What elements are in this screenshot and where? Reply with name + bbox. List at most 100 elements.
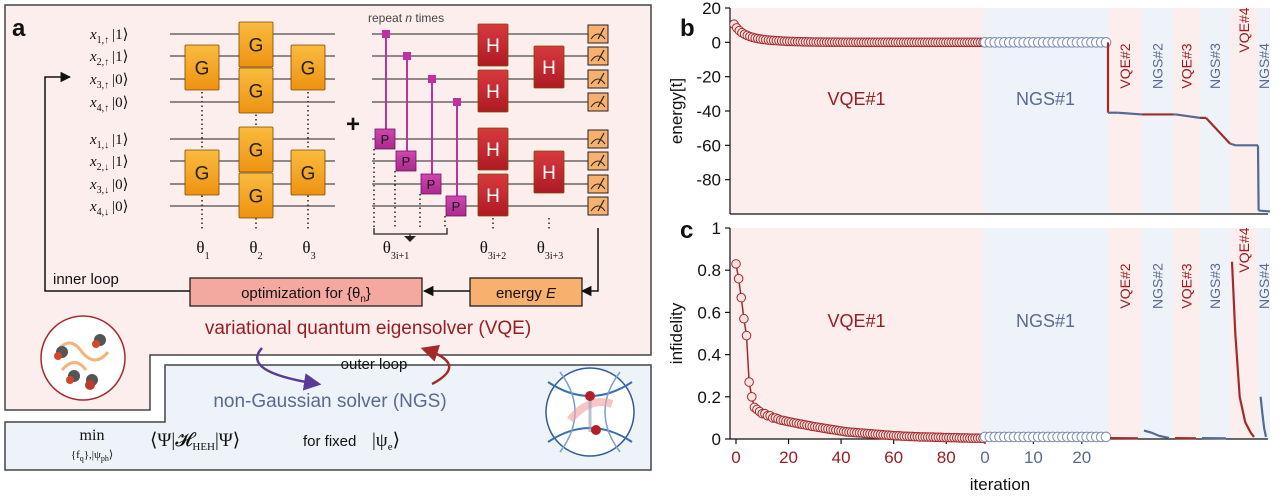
panel-label-a: a xyxy=(12,15,26,42)
segment-band xyxy=(1142,228,1173,439)
segment-label: VQE#4 xyxy=(1236,227,1252,272)
gate-h-label: H xyxy=(486,186,500,207)
ngs-title: non-Gaussian solver (NGS) xyxy=(213,391,446,412)
x-tick-label: 20 xyxy=(779,448,798,467)
outer-loop-label: outer loop xyxy=(341,356,408,373)
energy-line-segment xyxy=(1258,145,1259,210)
y-tick-label: 0.2 xyxy=(697,388,721,407)
y-tick-label: -40 xyxy=(696,102,721,121)
vqe1-point xyxy=(742,331,751,340)
y-tick-label: -20 xyxy=(696,68,721,87)
y-tick-label: 0 xyxy=(712,430,721,449)
ngs1-point xyxy=(1101,38,1111,48)
molecule-icon xyxy=(41,316,125,400)
x-tick-label: 0 xyxy=(731,448,740,467)
control-dot xyxy=(453,98,461,106)
vqe1-point xyxy=(732,260,741,269)
repeat-label: repeat n times xyxy=(368,11,444,25)
gate-g-label: G xyxy=(249,187,264,208)
segment-band xyxy=(730,228,983,439)
ngs1-point xyxy=(1101,432,1111,442)
segment-band xyxy=(1173,8,1200,214)
segment-label: NGS#3 xyxy=(1207,43,1223,89)
gate-p-label: P xyxy=(402,154,411,169)
segment-label: NGS#3 xyxy=(1207,263,1223,309)
segment-label: VQE#1 xyxy=(827,89,885,109)
y-tick-label: 0 xyxy=(712,33,721,52)
gate-g-label: G xyxy=(249,82,264,103)
x-tick-label: 20 xyxy=(1072,448,1091,467)
y-tick-label: -80 xyxy=(696,171,721,190)
segment-label: NGS#1 xyxy=(1016,89,1075,109)
gate-h-label: H xyxy=(486,82,500,103)
for-fixed-label: for fixed xyxy=(303,433,356,450)
segment-label: VQE#1 xyxy=(827,311,885,331)
gate-g-label: G xyxy=(249,141,264,162)
energy-label: energy E xyxy=(496,285,557,302)
y-tick-label: -60 xyxy=(696,136,721,155)
segment-band xyxy=(1258,228,1270,439)
inner-loop-label: inner loop xyxy=(53,271,119,288)
segment-band xyxy=(983,228,1108,439)
y-tick-label: 20 xyxy=(702,0,721,18)
segment-band xyxy=(1173,228,1200,439)
vqe1-point xyxy=(734,274,743,283)
x-tick-label: 60 xyxy=(884,448,903,467)
gate-g-label: G xyxy=(301,164,316,185)
y-tick-label: 0.8 xyxy=(697,261,721,280)
gate-g-label: G xyxy=(301,59,316,80)
gate-g-label: G xyxy=(249,36,264,57)
x-axis-label: iteration xyxy=(970,475,1030,494)
infidelity-chart-segments xyxy=(730,228,1270,439)
gate-h-label: H xyxy=(486,140,500,161)
energy-line-segment xyxy=(1259,211,1270,212)
vqe1-point xyxy=(747,393,756,402)
control-dot xyxy=(428,75,436,83)
min-operator: min xyxy=(80,427,105,444)
y-tick-label: 1 xyxy=(712,219,721,238)
y-axis-label: energy[t] xyxy=(667,78,686,144)
y-tick-label: 0.6 xyxy=(697,303,721,322)
segment-band xyxy=(1200,8,1230,214)
segment-label: VQE#2 xyxy=(1117,263,1133,308)
trapped-ion-icon xyxy=(546,368,634,456)
y-axis-label: infidelity xyxy=(667,302,686,364)
x-tick-label: 80 xyxy=(937,448,956,467)
gate-p-label: P xyxy=(381,132,390,147)
segment-label: NGS#2 xyxy=(1150,43,1166,89)
gate-p-label: P xyxy=(427,177,436,192)
segment-label: NGS#4 xyxy=(1256,263,1272,309)
segment-label: VQE#4 xyxy=(1236,7,1252,52)
gate-h-label: H xyxy=(486,36,500,57)
panel-label-b: b xyxy=(680,15,695,42)
control-dot xyxy=(403,52,411,60)
vqe1-point xyxy=(745,378,754,387)
gate-h-label: H xyxy=(542,163,556,184)
segment-band xyxy=(1108,8,1142,214)
segment-band xyxy=(1142,8,1173,214)
panel-b-energy-chart: b 20 0 -20 -40 -60 -80 energy[t] VQE#1 NGS#1 VQE… xyxy=(667,0,1272,214)
segment-label: NGS#4 xyxy=(1256,43,1272,89)
x-tick-label: 0 xyxy=(980,448,989,467)
plus-sign: + xyxy=(346,111,360,138)
vqe1-point xyxy=(737,293,746,302)
psi-e-label: |ψe⟩ xyxy=(372,430,400,453)
control-dot xyxy=(382,30,390,38)
segment-label: VQE#2 xyxy=(1117,43,1133,88)
segment-band xyxy=(1200,228,1230,439)
segment-band xyxy=(1108,228,1142,439)
segment-label: VQE#3 xyxy=(1179,43,1195,88)
segment-label: NGS#1 xyxy=(1016,311,1075,331)
gate-g-label: G xyxy=(195,164,210,185)
segment-band xyxy=(1258,8,1270,214)
segment-label: NGS#2 xyxy=(1150,263,1166,309)
vqe1-point xyxy=(740,314,749,323)
gate-p-label: P xyxy=(452,199,461,214)
segment-label: VQE#3 xyxy=(1179,263,1195,308)
vqe-title: variational quantum eigensolver (VQE) xyxy=(205,318,531,339)
y-tick-label: 0.4 xyxy=(697,346,721,365)
gate-g-label: G xyxy=(195,59,210,80)
